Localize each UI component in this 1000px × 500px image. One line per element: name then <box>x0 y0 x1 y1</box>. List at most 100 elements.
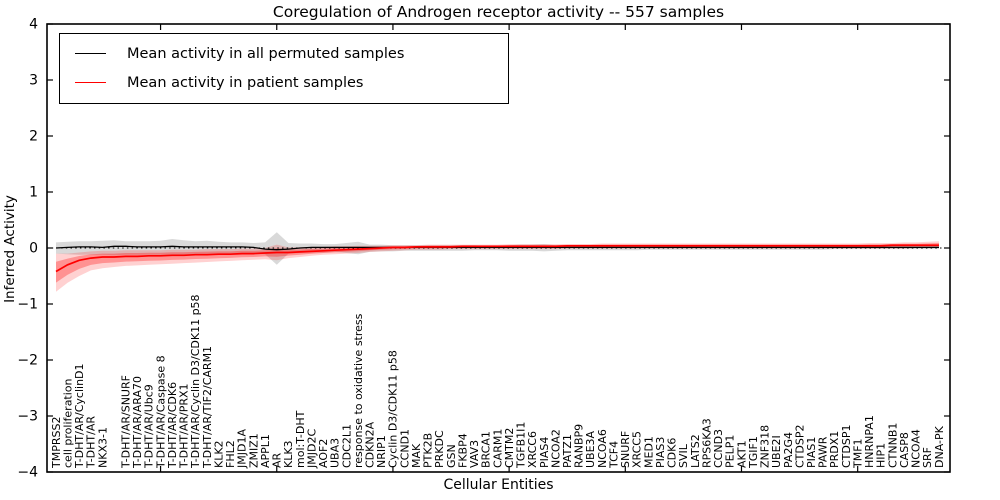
x-category-label: CARM1 <box>491 429 504 468</box>
x-category-label: PELP1 <box>724 435 737 468</box>
x-category-label: Cyclin D3/CDK11 p58 <box>387 350 400 468</box>
x-category-label: T-DHT/AR/CDK6 <box>166 382 179 469</box>
x-category-label: T-DHT/AR/PRX1 <box>178 383 191 469</box>
legend-item-permuted: Mean activity in all permuted samples <box>60 39 508 68</box>
permuted-mean-line <box>55 245 939 251</box>
x-category-label: NCOA2 <box>549 429 562 468</box>
legend: Mean activity in all permuted samples Me… <box>59 33 509 104</box>
x-category-label: TGFB1I1 <box>515 422 528 469</box>
x-category-label: response to oxidative stress <box>352 313 365 468</box>
x-category-label: CDC2L1 <box>340 424 353 468</box>
y-tick-label: 0 <box>29 241 38 257</box>
x-category-label: UBE2I <box>770 435 783 468</box>
x-category-label: KLK2 <box>213 440 226 468</box>
legend-item-patient: Mean activity in patient samples <box>60 68 508 97</box>
x-category-label: NRIP1 <box>375 435 388 468</box>
x-category-label: T-DHT/AR/TIF2/CARM1 <box>201 346 214 469</box>
legend-label-patient: Mean activity in patient samples <box>127 74 364 91</box>
x-category-label: CCND1 <box>398 429 411 468</box>
x-category-label: CMTM2 <box>503 428 516 468</box>
y-tick-label: 1 <box>29 185 38 201</box>
legend-line-black <box>75 53 106 54</box>
x-category-label: PRDX1 <box>828 431 841 468</box>
x-category-label: TMPRSS2 <box>50 417 63 469</box>
x-category-label: T-DHT/AR/Caspase 8 <box>154 355 167 469</box>
x-category-label: XRCC6 <box>526 431 539 468</box>
x-category-label: TGIF1 <box>747 436 760 469</box>
x-category-label: mol:T-DHT <box>294 410 307 468</box>
chart-title: Coregulation of Androgen receptor activi… <box>272 3 725 21</box>
y-tick-label: −2 <box>17 353 38 369</box>
x-category-label: PATZ1 <box>561 434 574 468</box>
x-category-label: CTDSP2 <box>793 425 806 468</box>
y-tick-label: 2 <box>29 129 38 145</box>
x-category-label: T-DHT/AR/SNURF <box>120 375 133 469</box>
x-category-label: FHL2 <box>224 440 237 468</box>
x-category-label: CDKN2A <box>364 421 377 468</box>
x-category-label: RPS6KA3 <box>700 418 713 468</box>
patient-std-band-outer <box>56 241 939 292</box>
x-category-label: T-DHT/AR/ARA70 <box>131 376 144 469</box>
permuted-std-band <box>56 232 939 265</box>
x-category-label: NCOA6 <box>596 429 609 468</box>
x-category-label: PIAS4 <box>538 437 551 468</box>
x-category-label: HIP1 <box>875 443 888 468</box>
x-category-label: JMJD2C <box>305 429 318 469</box>
x-category-label: APPL1 <box>259 434 272 468</box>
x-category-label: LATS2 <box>689 434 702 468</box>
x-category-label: T-DHT/AR <box>85 416 98 469</box>
x-category-label: CDK6 <box>666 438 679 468</box>
x-category-label: RANBP9 <box>573 424 586 468</box>
x-category-label: AKT1 <box>735 440 748 468</box>
x-category-label: KLK3 <box>282 440 295 468</box>
legend-label-permuted: Mean activity in all permuted samples <box>127 45 405 62</box>
x-category-label: T-DHT/AR/Ubc9 <box>143 384 156 469</box>
x-category-label: HNRNPA1 <box>863 415 876 468</box>
x-category-label: SNURF <box>619 431 632 468</box>
x-category-label: SVIL <box>677 443 690 468</box>
x-category-label: GSN <box>445 444 458 468</box>
legend-line-red <box>75 82 106 83</box>
y-tick-label: 4 <box>29 17 38 33</box>
x-category-label: DNA-PK <box>933 425 946 468</box>
x-category-label: PAWR <box>817 436 830 468</box>
x-category-label: PTK2B <box>422 433 435 468</box>
x-category-label: XRCC5 <box>631 431 644 468</box>
y-tick-label: −1 <box>17 297 38 313</box>
x-category-label: CTDSP1 <box>840 425 853 468</box>
y-axis-label: Inferred Activity <box>2 195 18 303</box>
x-category-label: MAK <box>410 443 423 468</box>
x-category-label: UBA3 <box>329 438 342 468</box>
patient-mean-line <box>55 244 939 273</box>
x-category-label: NKX3-1 <box>96 427 109 468</box>
x-category-label: AR <box>271 452 284 468</box>
x-axis-label: Cellular Entities <box>443 477 554 493</box>
x-category-label: PIAS1 <box>805 437 818 468</box>
y-tick-label: −3 <box>17 409 38 425</box>
x-category-label: cell proliferation <box>61 378 74 468</box>
x-category-label: CTNNB1 <box>886 423 899 468</box>
x-category-label: JMJD1A <box>236 429 249 469</box>
x-category-label: AOF2 <box>317 439 330 468</box>
x-category-label: PIAS3 <box>654 437 667 468</box>
x-category-label: MED1 <box>642 436 655 468</box>
x-category-label: ZNF318 <box>759 425 772 468</box>
x-category-label: BRCA1 <box>480 431 493 468</box>
x-category-label: FKBP4 <box>456 433 469 468</box>
x-category-label: TMF1 <box>852 438 865 469</box>
x-category-label: CASP8 <box>898 432 911 468</box>
x-category-label: T-DHT/AR/CyclinD1 <box>73 363 86 469</box>
x-category-label: SRF <box>921 447 934 468</box>
y-tick-label: 3 <box>29 73 38 89</box>
x-category-label: TCF4 <box>608 441 621 469</box>
x-category-label: PRKDC <box>433 430 446 468</box>
x-category-label: UBE3A <box>584 430 597 468</box>
x-category-label: ZMIZ1 <box>247 433 260 468</box>
y-tick-label: −4 <box>17 465 38 481</box>
x-category-label: CCND3 <box>712 429 725 468</box>
x-category-label: VAV3 <box>468 440 481 468</box>
x-category-label: T-DHT/AR/Cyclin D3/CDK11 p58 <box>189 294 202 469</box>
x-category-label: NCOA4 <box>910 429 923 468</box>
